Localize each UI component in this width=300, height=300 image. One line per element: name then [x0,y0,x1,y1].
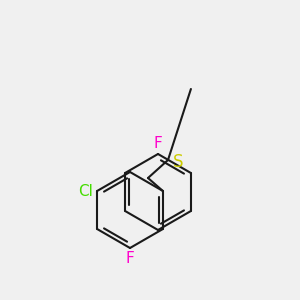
Text: S: S [173,153,184,171]
Text: F: F [126,251,134,266]
Text: Cl: Cl [78,184,93,199]
Text: F: F [154,136,162,151]
